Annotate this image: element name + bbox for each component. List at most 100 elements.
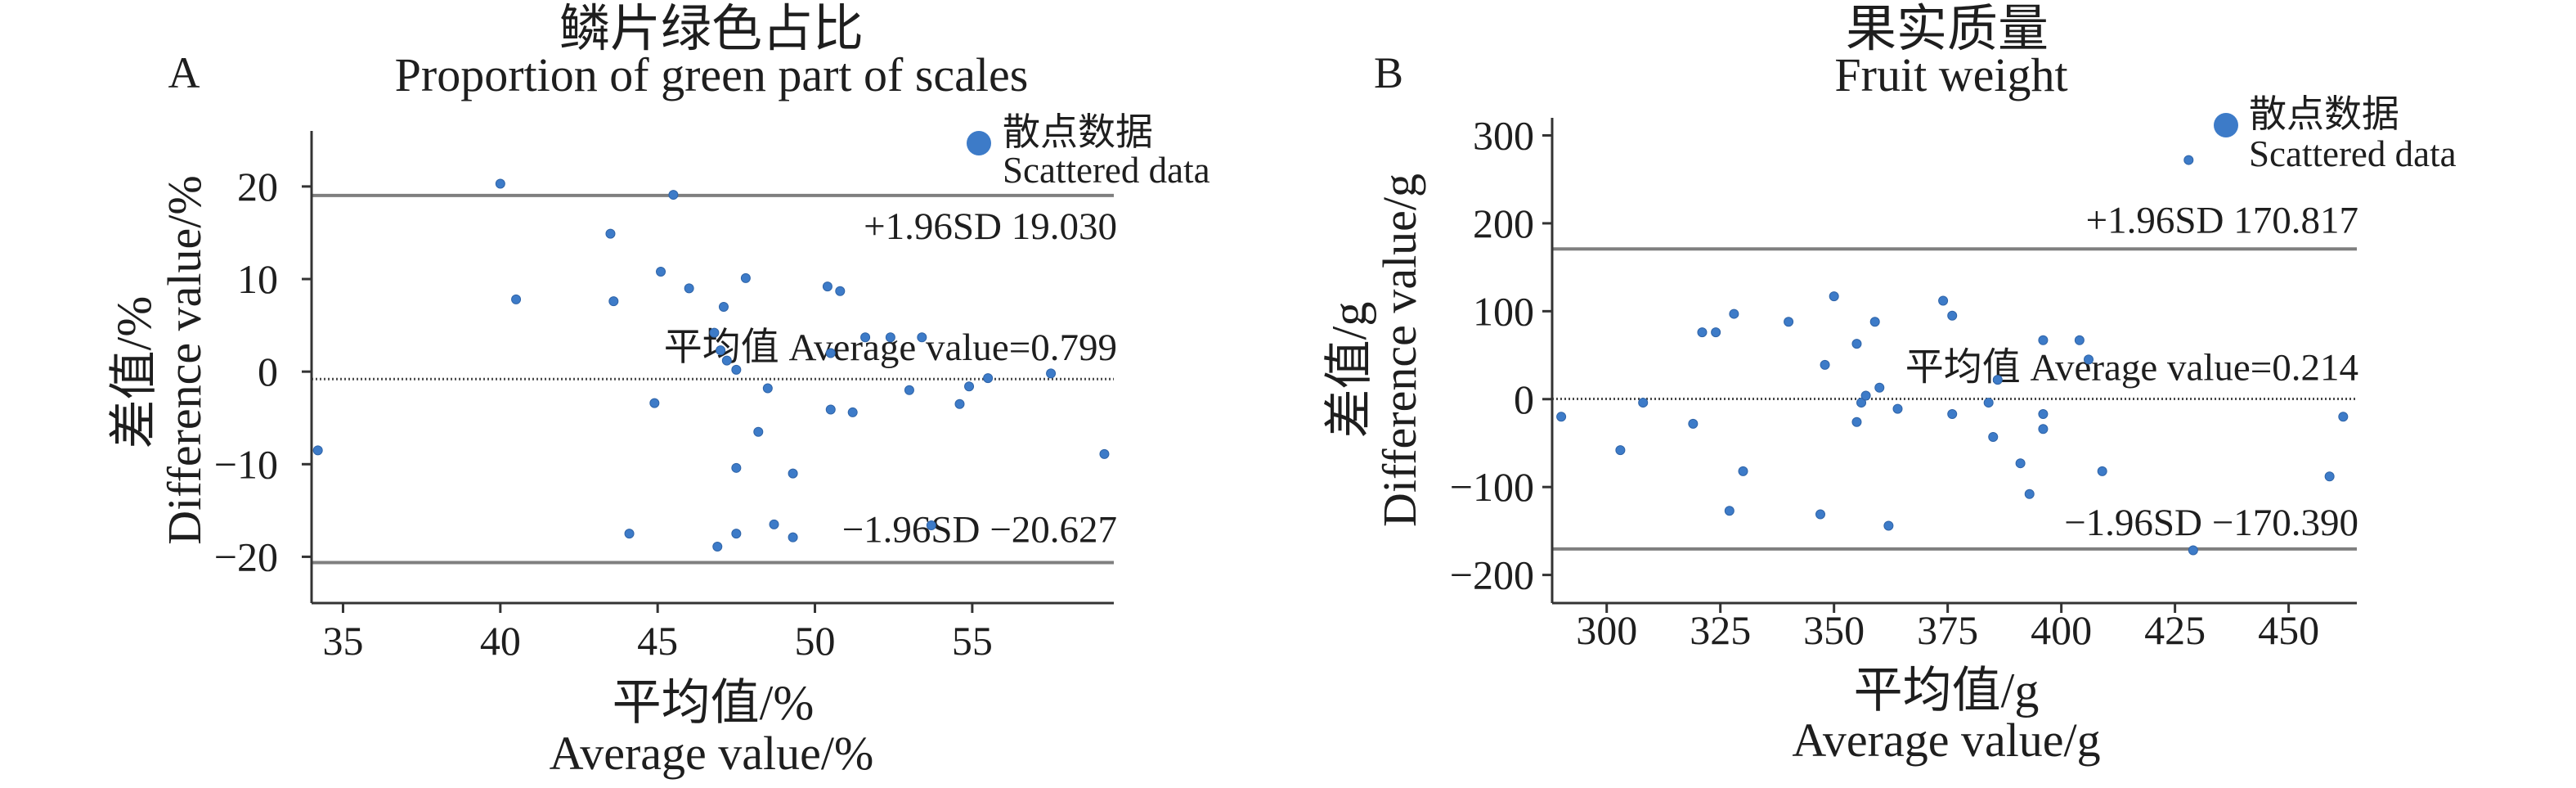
- legend: 散点数据 Scattered data: [2214, 93, 2457, 174]
- data-point: [712, 541, 723, 552]
- data-point: [1099, 448, 1110, 459]
- legend: 散点数据 Scattered data: [967, 111, 1210, 191]
- data-point: [1697, 327, 1708, 338]
- legend-label-en: Scattered data: [2249, 133, 2457, 174]
- panel-label: B: [1374, 48, 1403, 97]
- data-point: [1711, 327, 1721, 338]
- data-point: [731, 364, 742, 375]
- data-point: [2015, 458, 2026, 469]
- data-point: [1046, 368, 1057, 379]
- y-tick-label: 0: [1514, 376, 1534, 422]
- x-axis-title: 平均值/%: [613, 676, 815, 730]
- data-point: [762, 383, 773, 394]
- data-point: [2097, 466, 2107, 476]
- x-tick-label: 450: [2258, 607, 2319, 653]
- data-point: [2024, 489, 2035, 499]
- y-axis-title-en: Difference value/%: [158, 175, 211, 544]
- data-point: [1874, 382, 1885, 393]
- data-point: [954, 399, 965, 409]
- data-point: [605, 228, 616, 239]
- data-point: [825, 404, 836, 415]
- data-point: [1556, 412, 1567, 422]
- data-point: [1688, 418, 1699, 429]
- y-axis-title: 差值/g: [1322, 302, 1376, 439]
- x-axis-title: 平均值/g: [1854, 664, 2040, 718]
- chart-title: 果实质量: [1846, 2, 2049, 57]
- legend-label: 散点数据: [1003, 111, 1153, 153]
- x-axis-title-en: Average value/%: [550, 727, 874, 780]
- upper-limit-line-label: +1.96SD 19.030: [864, 205, 1117, 248]
- y-axis-title-en: Difference value/g: [1373, 173, 1426, 527]
- data-point: [825, 348, 836, 358]
- data-point: [656, 266, 666, 277]
- data-point: [822, 281, 832, 292]
- data-point: [716, 345, 726, 356]
- data-point: [684, 283, 694, 294]
- data-point: [1815, 509, 1825, 520]
- x-tick-label: 300: [1576, 607, 1637, 653]
- data-point: [1615, 445, 1626, 456]
- data-point: [2074, 335, 2085, 345]
- lower-limit-line-label: −1.96SD −20.627: [842, 509, 1117, 552]
- data-point: [740, 272, 751, 283]
- y-tick-label: −20: [214, 534, 278, 579]
- data-point: [917, 332, 927, 343]
- data-point: [495, 178, 505, 189]
- data-point: [847, 407, 858, 417]
- chart-title: 鳞片绿色占比: [559, 2, 864, 57]
- data-point: [2038, 424, 2049, 435]
- panel-b: B 果实质量 Fruit weight 散点数据 Scattered data …: [1322, 2, 2457, 767]
- data-point: [1851, 417, 1862, 427]
- data-point: [835, 286, 846, 296]
- data-point: [1947, 409, 1958, 420]
- y-tick-label: −200: [1450, 552, 1534, 598]
- data-point: [1938, 295, 1949, 306]
- chart-subtitle: Proportion of green part of scales: [395, 48, 1029, 101]
- data-point: [731, 462, 742, 473]
- data-point: [904, 385, 914, 395]
- data-point: [1883, 520, 1894, 531]
- panel-a: A 鳞片绿色占比 Proportion of green part of sca…: [107, 2, 1210, 780]
- data-point: [983, 373, 994, 384]
- data-point: [753, 426, 764, 437]
- legend-marker: [967, 131, 991, 155]
- data-point: [788, 468, 798, 479]
- plot-area: +1.96SD 170.817 平均值 Average value=0.214 −1…: [1450, 112, 2358, 653]
- data-point: [788, 532, 798, 543]
- data-point: [1892, 403, 1903, 414]
- legend-marker: [2214, 113, 2238, 137]
- x-tick-label: 375: [1917, 607, 1978, 653]
- data-point: [1851, 339, 1862, 349]
- data-point: [2338, 412, 2349, 422]
- data-point: [1820, 359, 1830, 370]
- data-point: [2038, 409, 2049, 420]
- data-point: [2038, 335, 2049, 345]
- panel-label: A: [168, 48, 200, 97]
- x-tick-label: 45: [637, 618, 678, 664]
- data-point: [1869, 317, 1880, 327]
- data-point: [1860, 390, 1871, 401]
- data-point: [964, 381, 975, 392]
- x-tick-label: 350: [1803, 607, 1865, 653]
- data-point: [1729, 308, 1739, 319]
- data-point: [1992, 375, 2003, 385]
- y-tick-label: −10: [214, 441, 278, 487]
- data-point: [511, 294, 522, 304]
- data-point: [649, 398, 660, 408]
- x-tick-label: 55: [952, 618, 993, 664]
- data-point: [2183, 155, 2194, 165]
- y-tick-label: 100: [1473, 288, 1534, 334]
- x-tick-label: 50: [795, 618, 836, 664]
- data-point: [1638, 398, 1649, 408]
- data-point: [624, 529, 635, 539]
- x-tick-label: 40: [480, 618, 521, 664]
- data-point: [1724, 506, 1735, 516]
- y-tick-label: 10: [237, 256, 278, 302]
- data-point: [1738, 466, 1748, 476]
- data-point: [731, 529, 742, 539]
- data-point: [1784, 317, 1794, 327]
- upper-limit-line-label: +1.96SD 170.817: [2086, 199, 2358, 241]
- data-point: [668, 190, 679, 200]
